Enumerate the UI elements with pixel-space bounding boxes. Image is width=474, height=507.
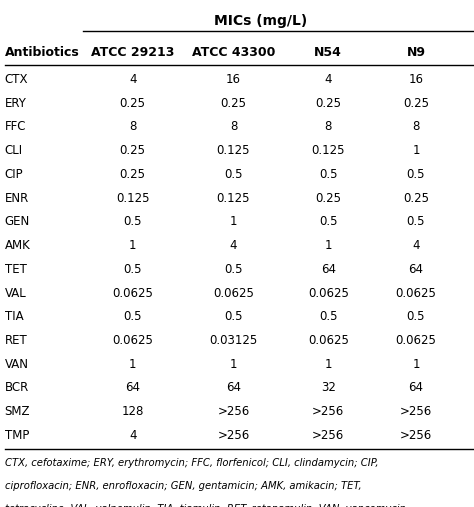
Text: 0.03125: 0.03125 — [210, 334, 257, 347]
Text: ciprofloxacin; ENR, enrofloxacin; GEN, gentamicin; AMK, amikacin; TET,: ciprofloxacin; ENR, enrofloxacin; GEN, g… — [5, 481, 361, 491]
Text: FFC: FFC — [5, 121, 26, 133]
Text: 1: 1 — [129, 358, 137, 371]
Text: 16: 16 — [226, 73, 241, 86]
Text: 0.5: 0.5 — [319, 215, 337, 228]
Text: MICs (mg/L): MICs (mg/L) — [214, 14, 307, 28]
Text: 0.5: 0.5 — [123, 310, 142, 323]
Text: 8: 8 — [129, 121, 137, 133]
Text: >256: >256 — [217, 429, 250, 442]
Text: 64: 64 — [409, 381, 423, 394]
Text: 0.0625: 0.0625 — [308, 334, 349, 347]
Text: 8: 8 — [325, 121, 332, 133]
Text: N9: N9 — [406, 46, 426, 59]
Text: 0.0625: 0.0625 — [395, 286, 437, 300]
Text: 0.0625: 0.0625 — [395, 334, 437, 347]
Text: 4: 4 — [129, 73, 137, 86]
Text: 0.125: 0.125 — [311, 144, 345, 157]
Text: >256: >256 — [400, 405, 432, 418]
Text: 0.25: 0.25 — [120, 97, 146, 110]
Text: 1: 1 — [412, 144, 419, 157]
Text: 0.0625: 0.0625 — [308, 286, 349, 300]
Text: 1: 1 — [230, 358, 237, 371]
Text: 0.5: 0.5 — [319, 310, 337, 323]
Text: 64: 64 — [226, 381, 241, 394]
Text: >256: >256 — [312, 429, 345, 442]
Text: ENR: ENR — [5, 192, 29, 205]
Text: BCR: BCR — [5, 381, 29, 394]
Text: 0.25: 0.25 — [120, 168, 146, 181]
Text: 4: 4 — [230, 239, 237, 252]
Text: CTX: CTX — [5, 73, 28, 86]
Text: 0.5: 0.5 — [407, 168, 425, 181]
Text: N54: N54 — [314, 46, 342, 59]
Text: TIA: TIA — [5, 310, 23, 323]
Text: 0.25: 0.25 — [220, 97, 246, 110]
Text: CIP: CIP — [5, 168, 23, 181]
Text: 0.5: 0.5 — [224, 263, 243, 276]
Text: 0.5: 0.5 — [407, 215, 425, 228]
Text: TMP: TMP — [5, 429, 29, 442]
Text: 64: 64 — [409, 263, 423, 276]
Text: 0.125: 0.125 — [116, 192, 149, 205]
Text: 0.125: 0.125 — [217, 192, 250, 205]
Text: 8: 8 — [412, 121, 419, 133]
Text: ATCC 29213: ATCC 29213 — [91, 46, 174, 59]
Text: 16: 16 — [409, 73, 423, 86]
Text: 4: 4 — [129, 429, 137, 442]
Text: AMK: AMK — [5, 239, 30, 252]
Text: 1: 1 — [129, 239, 137, 252]
Text: 8: 8 — [230, 121, 237, 133]
Text: 0.5: 0.5 — [319, 168, 337, 181]
Text: 0.5: 0.5 — [224, 310, 243, 323]
Text: 0.5: 0.5 — [407, 310, 425, 323]
Text: >256: >256 — [400, 429, 432, 442]
Text: 1: 1 — [325, 358, 332, 371]
Text: 128: 128 — [121, 405, 144, 418]
Text: 0.125: 0.125 — [217, 144, 250, 157]
Text: CLI: CLI — [5, 144, 23, 157]
Text: VAN: VAN — [5, 358, 29, 371]
Text: 64: 64 — [125, 381, 140, 394]
Text: 0.25: 0.25 — [403, 97, 429, 110]
Text: tetracycline; VAL, valnemulin; TIA, tiamulin; RET, retapamulin; VAN, vancomycin;: tetracycline; VAL, valnemulin; TIA, tiam… — [5, 504, 409, 507]
Text: 32: 32 — [321, 381, 336, 394]
Text: >256: >256 — [217, 405, 250, 418]
Text: 1: 1 — [325, 239, 332, 252]
Text: 0.5: 0.5 — [123, 215, 142, 228]
Text: 1: 1 — [412, 358, 419, 371]
Text: 64: 64 — [321, 263, 336, 276]
Text: 0.5: 0.5 — [123, 263, 142, 276]
Text: 0.0625: 0.0625 — [112, 286, 153, 300]
Text: 0.0625: 0.0625 — [112, 334, 153, 347]
Text: ATCC 43300: ATCC 43300 — [192, 46, 275, 59]
Text: 0.25: 0.25 — [315, 192, 341, 205]
Text: TET: TET — [5, 263, 27, 276]
Text: 4: 4 — [412, 239, 419, 252]
Text: 0.0625: 0.0625 — [213, 286, 254, 300]
Text: SMZ: SMZ — [5, 405, 30, 418]
Text: ERY: ERY — [5, 97, 27, 110]
Text: RET: RET — [5, 334, 27, 347]
Text: 0.25: 0.25 — [120, 144, 146, 157]
Text: 4: 4 — [325, 73, 332, 86]
Text: 1: 1 — [230, 215, 237, 228]
Text: 0.25: 0.25 — [315, 97, 341, 110]
Text: GEN: GEN — [5, 215, 30, 228]
Text: 0.5: 0.5 — [224, 168, 243, 181]
Text: >256: >256 — [312, 405, 345, 418]
Text: Antibiotics: Antibiotics — [5, 46, 80, 59]
Text: CTX, cefotaxime; ERY, erythromycin; FFC, florfenicol; CLI, clindamycin; CIP,: CTX, cefotaxime; ERY, erythromycin; FFC,… — [5, 458, 378, 468]
Text: 0.25: 0.25 — [403, 192, 429, 205]
Text: VAL: VAL — [5, 286, 27, 300]
